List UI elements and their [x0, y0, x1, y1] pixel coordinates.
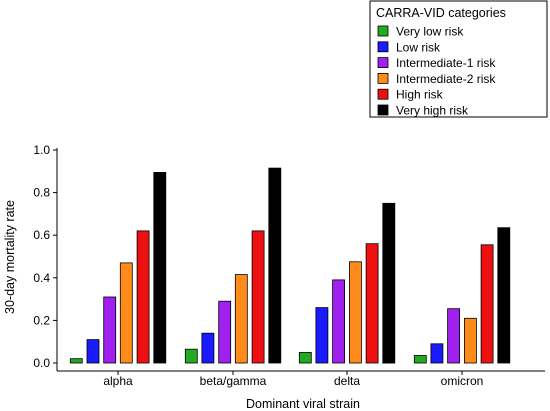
x-ticks: alpha beta/gamma delta omicron — [103, 371, 483, 388]
bar-alpha-intermediate-2-risk — [119, 262, 133, 364]
legend-label: Intermediate-1 risk — [396, 56, 496, 70]
y-axis-label: 30-day mortality rate — [3, 200, 17, 314]
legend-title: CARRA-VID categories — [376, 6, 506, 20]
x-tick-label: omicron — [441, 374, 484, 388]
legend-swatch — [377, 104, 389, 116]
bars — [69, 167, 511, 364]
bar-beta-gamma-intermediate-1-risk — [218, 300, 232, 364]
bar-alpha-high-risk — [136, 230, 150, 364]
x-tick-label: alpha — [103, 374, 133, 388]
bar-omicron-intermediate-2-risk — [463, 317, 477, 364]
y-ticks: 0.0 0.2 0.4 0.6 0.8 1.0 — [33, 143, 57, 370]
legend-label: Low risk — [396, 40, 441, 54]
bar-beta-gamma-intermediate-2-risk — [234, 274, 248, 364]
bar-beta-gamma-high-risk — [251, 230, 265, 364]
bar-beta-gamma-very-low-risk — [184, 348, 198, 364]
legend-label: Intermediate-2 risk — [396, 72, 496, 86]
bar-delta-intermediate-2-risk — [348, 261, 362, 364]
legend-swatch — [377, 88, 389, 100]
y-tick-label: 0.2 — [33, 313, 50, 327]
y-tick-label: 0.0 — [33, 356, 50, 370]
bar-alpha-intermediate-1-risk — [103, 296, 117, 364]
y-tick-label: 1.0 — [33, 143, 50, 157]
bar-alpha-low-risk — [86, 339, 100, 364]
x-tick-label: delta — [334, 374, 360, 388]
legend-swatch — [377, 41, 389, 53]
y-tick-label: 0.6 — [33, 228, 50, 242]
bar-delta-high-risk — [365, 243, 379, 364]
legend-label: Very low risk — [396, 25, 464, 39]
bar-beta-gamma-low-risk — [201, 332, 215, 364]
bar-omicron-high-risk — [480, 244, 494, 364]
bar-delta-intermediate-1-risk — [332, 279, 346, 364]
bar-delta-very-high-risk — [382, 202, 396, 364]
legend-label: High risk — [396, 88, 444, 102]
bar-omicron-intermediate-1-risk — [447, 308, 461, 364]
bar-omicron-very-low-risk — [413, 355, 427, 364]
bar-delta-low-risk — [315, 307, 329, 364]
legend-swatch — [377, 25, 389, 37]
y-tick-label: 0.8 — [33, 186, 50, 200]
y-tick-label: 0.4 — [33, 271, 50, 285]
x-axis-label: Dominant viral strain — [246, 397, 360, 411]
bar-beta-gamma-very-high-risk — [268, 167, 282, 364]
legend-swatch — [377, 73, 389, 84]
axes — [56, 148, 545, 372]
x-tick-label: beta/gamma — [200, 374, 267, 388]
legend-box — [369, 0, 548, 118]
bar-omicron-very-high-risk — [497, 227, 511, 364]
bar-omicron-low-risk — [430, 343, 444, 364]
legend-label: Very high risk — [396, 104, 469, 118]
bar-delta-very-low-risk — [298, 351, 312, 364]
legend-swatch — [377, 57, 389, 68]
bar-alpha-very-low-risk — [69, 358, 83, 364]
bar-alpha-very-high-risk — [153, 171, 167, 364]
